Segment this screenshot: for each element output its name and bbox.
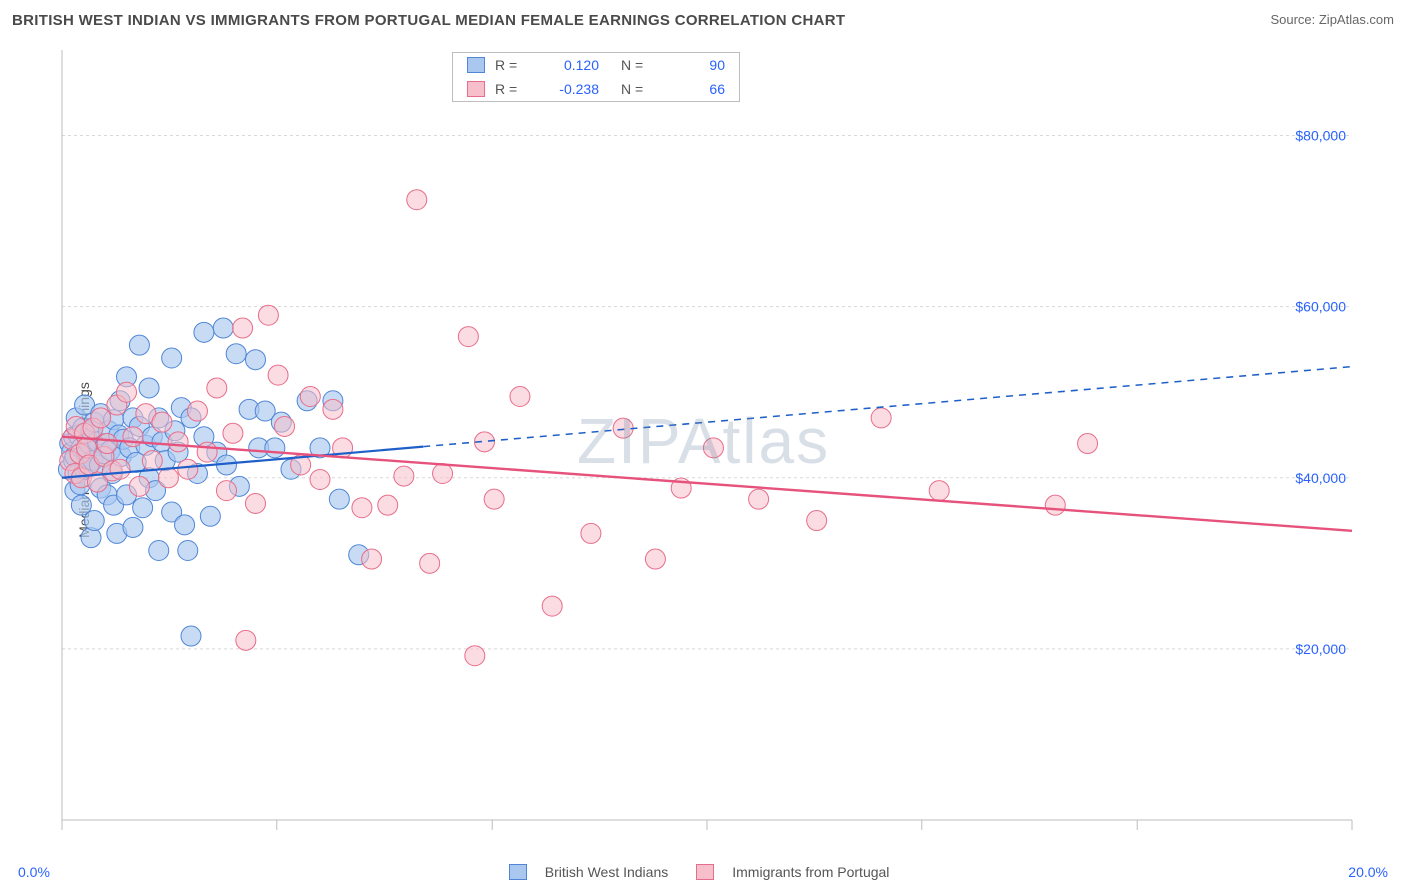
swatch-portugal [467,81,485,97]
stat-n-value-portugal: 66 [657,81,725,97]
swatch-portugal [696,864,714,880]
source-prefix: Source: [1270,12,1318,27]
swatch-bwi [467,57,485,73]
correlation-stats-box: R =0.120 N =90 R =-0.238 N =66 [452,52,740,102]
chart-canvas: $20,000 $40,000 $60,000 $80,000 [12,40,1394,880]
svg-text:$80,000: $80,000 [1295,128,1346,144]
svg-text:$60,000: $60,000 [1295,299,1346,315]
svg-text:$20,000: $20,000 [1295,641,1346,657]
x-axis-footer: 0.0% British West Indians Immigrants from… [12,864,1394,880]
source-name: ZipAtlas.com [1319,12,1394,27]
series-legend: British West Indians Immigrants from Port… [509,864,890,880]
stat-row-bwi: R =0.120 N =90 [453,53,739,77]
x-axis-min-label: 0.0% [18,864,50,880]
stat-n-label: N = [621,81,657,97]
stat-r-label: R = [495,57,531,73]
page-title: BRITISH WEST INDIAN VS IMMIGRANTS FROM P… [12,12,845,29]
legend-item-bwi: British West Indians [509,864,668,880]
stat-r-label: R = [495,81,531,97]
legend-item-portugal: Immigrants from Portugal [696,864,889,880]
stat-n-label: N = [621,57,657,73]
source-attribution: Source: ZipAtlas.com [1270,12,1394,27]
stat-r-value-portugal: -0.238 [531,81,599,97]
legend-label-bwi: British West Indians [545,864,668,880]
x-axis-max-label: 20.0% [1348,864,1388,880]
svg-text:$40,000: $40,000 [1295,470,1346,486]
stat-r-value-bwi: 0.120 [531,57,599,73]
stat-n-value-bwi: 90 [657,57,725,73]
correlation-chart: Median Female Earnings $20,000$40,000$60… [12,40,1394,880]
legend-label-portugal: Immigrants from Portugal [732,864,889,880]
stat-row-portugal: R =-0.238 N =66 [453,77,739,101]
swatch-bwi [509,864,527,880]
